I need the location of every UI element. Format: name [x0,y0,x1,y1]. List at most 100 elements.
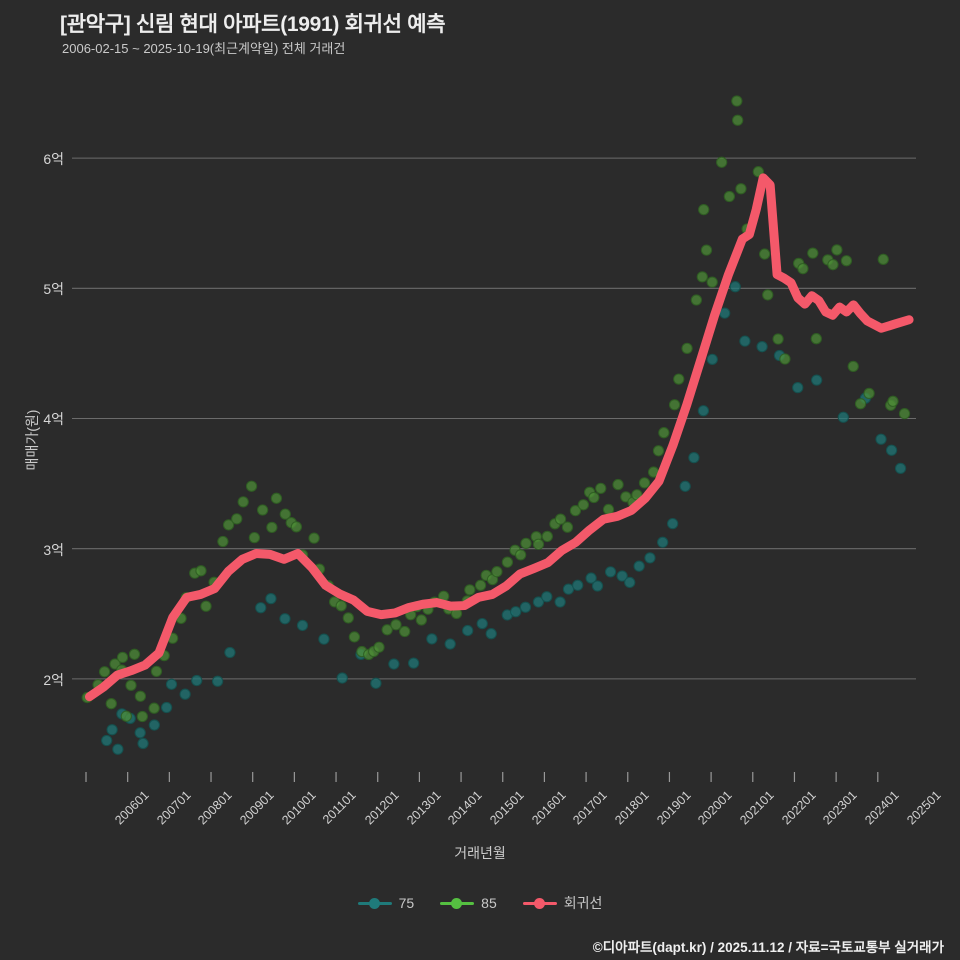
scatter-point [894,462,907,475]
scatter-point [541,530,553,543]
scatter-point [652,445,665,457]
scatter-point [150,665,163,677]
chart-legend: 75 85 회귀선 [0,893,960,913]
legend-item-regression[interactable]: 회귀선 [522,893,603,913]
scatter-point [716,156,728,168]
scatter-point [696,271,708,283]
scatter-point [248,531,261,544]
scatter-point [604,566,617,578]
scatter-point [698,204,710,216]
scatter-point [679,480,691,492]
scatter-point [399,625,411,638]
scatter-point [474,579,487,591]
scatter-point [520,537,532,549]
scatter-point [160,701,173,714]
chart-subtitle: 2006-02-15 ~ 2025-10-19(최근계약일) 전체 거래건 [62,41,346,56]
scatter-point [797,263,809,275]
scatter-point [633,560,645,572]
scatter-point [585,572,597,584]
scatter-point [657,536,669,548]
scatter-point [464,584,476,596]
legend-item-75[interactable]: 75 [357,895,414,911]
scatter-point [706,353,718,365]
scatter-point [222,519,235,531]
scatter-point [666,517,679,530]
scatter-point [426,633,438,645]
scatter-point [532,538,545,550]
legend-marker-regression-icon [522,897,557,909]
scatter-point [591,580,604,592]
scatter-point [735,183,747,195]
scatter-point [101,734,113,747]
scatter-point [811,374,823,386]
scatter-point [179,688,191,700]
regression-line [84,173,914,702]
scatter-point [237,496,249,508]
scatter-point [554,596,566,608]
scatter-point [381,624,393,636]
scatter-point [211,675,224,687]
legend-marker-75-icon [357,897,392,909]
scatter-point [700,244,713,256]
scatter-point [165,678,178,690]
scatter-point [279,613,291,625]
scatter-point [779,353,791,365]
scatter-point [729,281,741,293]
legend-item-85[interactable]: 85 [440,895,497,911]
scatter-point [407,657,420,669]
legend-label-85: 85 [481,895,497,911]
scatter-point [444,638,456,650]
scatter-point [462,624,474,637]
scatter-point [644,552,656,564]
y-tick-label: 5억 [43,281,64,298]
scatter-point [148,702,160,714]
scatter-series-85 [81,95,911,723]
scatter-point [854,398,867,410]
scatter-point [195,565,207,577]
scatter-point [561,521,574,533]
scatter-point [840,255,853,267]
scatter-point [491,566,503,578]
gridlines [72,157,916,680]
scatter-point [255,602,267,614]
regression-path [84,173,914,702]
scatter-point [532,596,545,608]
scatter-point [847,360,859,373]
legend-label-regression: 회귀선 [563,895,603,911]
scatter-point [224,646,236,659]
scatter-point [739,335,751,347]
scatter-point [105,698,117,710]
scatter-point [510,606,522,618]
scatter-point [624,576,636,589]
scatter-point [106,724,118,736]
scatter-point [388,658,400,670]
x-tick-marks [85,772,879,782]
scatter-point [595,482,607,494]
scatter-point [732,114,744,126]
scatter-point [501,556,514,568]
scatter-point [270,492,283,504]
y-tick-label: 2억 [43,671,64,688]
scatter-point [772,333,784,345]
scatter-point [415,614,428,626]
scatter-point [688,451,700,464]
scatter-point [335,600,347,612]
scatter-point [875,433,887,445]
y-tick-label: 3억 [43,541,64,558]
scatter-point [616,570,628,582]
scatter-point [758,248,771,260]
scatter-point [476,617,488,630]
y-tick-label: 6억 [43,151,64,168]
legend-marker-85-icon [440,897,475,909]
scatter-point [554,513,567,525]
y-tick-label: 4억 [43,411,64,428]
scatter-point [266,521,278,534]
scatter-point [877,253,889,265]
scatter-point [134,690,147,702]
scatter-point [290,521,303,533]
scatter-point [668,399,681,411]
scatter-point [762,289,774,301]
scatter-point [485,628,497,640]
scatter-point [519,601,532,613]
